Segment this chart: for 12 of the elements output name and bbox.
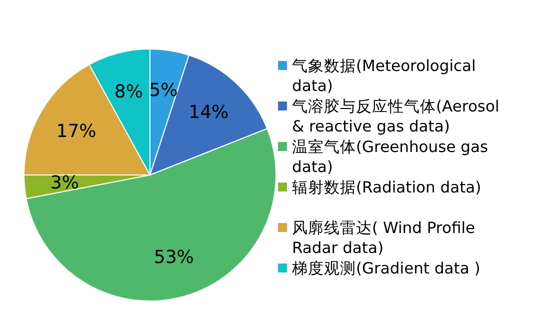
data-label: 53% bbox=[154, 246, 194, 268]
data-label: 8% bbox=[114, 82, 143, 103]
legend-label: 梯度观测(Gradient data ) bbox=[291, 260, 480, 278]
legend-label: 气象数据(Meteorological data) bbox=[292, 57, 476, 95]
data-label: 14% bbox=[188, 102, 229, 124]
data-label: 3% bbox=[50, 172, 79, 194]
legend-label: 辐射数据(Radiation data) bbox=[292, 178, 482, 196]
legend-label: 风廓线雷达( Wind Profile Radar data) bbox=[292, 219, 476, 257]
legend-label: 温室气体(Greenhouse gas data) bbox=[292, 138, 488, 176]
legend-label: 气溶胶与反应性气体(Aerosol & reactive gas data) bbox=[292, 98, 500, 136]
data-label: 17% bbox=[56, 120, 96, 142]
data-label: 5% bbox=[149, 80, 178, 101]
